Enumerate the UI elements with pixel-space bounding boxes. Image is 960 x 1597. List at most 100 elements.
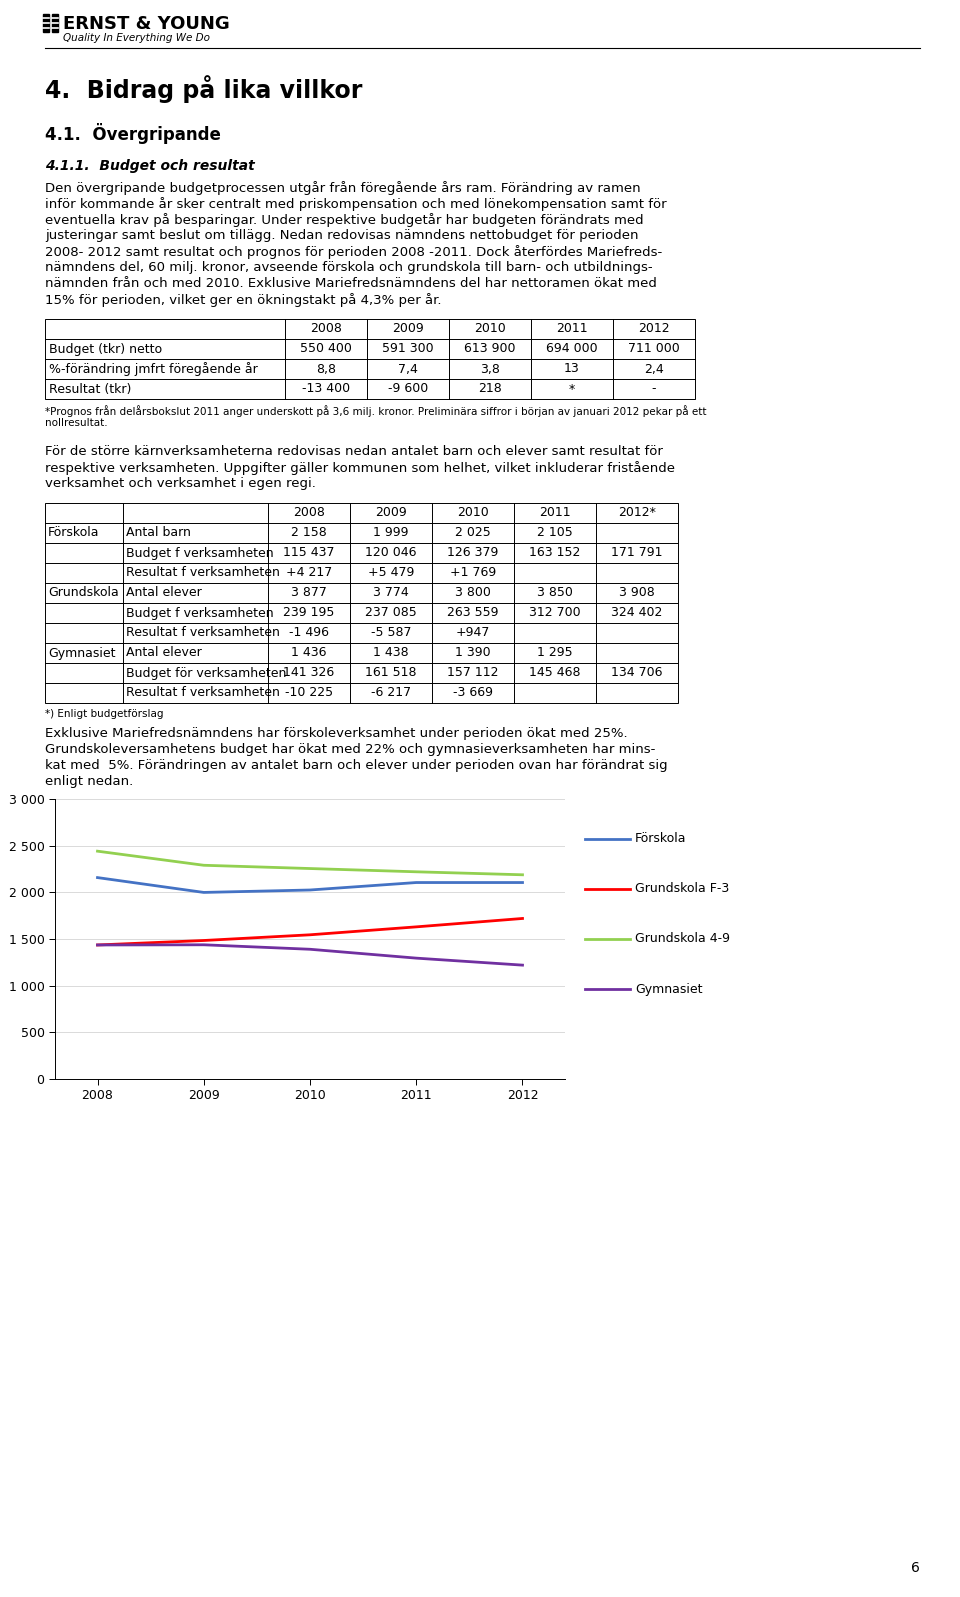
Text: 1 438: 1 438 xyxy=(373,647,409,660)
Text: Resultat f verksamheten: Resultat f verksamheten xyxy=(126,626,280,639)
Text: 2012*: 2012* xyxy=(618,506,656,519)
Text: Antal barn: Antal barn xyxy=(126,527,191,540)
Text: Den övergripande budgetprocessen utgår från föregående års ram. Förändring av ra: Den övergripande budgetprocessen utgår f… xyxy=(45,180,640,195)
Text: respektive verksamheten. Uppgifter gäller kommunen som helhet, vilket inkluderar: respektive verksamheten. Uppgifter gälle… xyxy=(45,462,675,474)
Text: 161 518: 161 518 xyxy=(365,666,417,679)
Text: +947: +947 xyxy=(456,626,491,639)
Text: 239 195: 239 195 xyxy=(283,607,335,620)
Bar xyxy=(45,503,678,703)
Text: 2008: 2008 xyxy=(293,506,324,519)
Text: 6: 6 xyxy=(911,1560,920,1575)
Bar xyxy=(43,14,49,32)
Text: 2 025: 2 025 xyxy=(455,527,491,540)
Text: 126 379: 126 379 xyxy=(447,546,498,559)
Text: inför kommande år sker centralt med priskompensation och med lönekompensation sa: inför kommande år sker centralt med pris… xyxy=(45,196,666,211)
Text: 3,8: 3,8 xyxy=(480,363,500,375)
Text: 2009: 2009 xyxy=(375,506,407,519)
Text: 171 791: 171 791 xyxy=(612,546,662,559)
Text: justeringar samt beslut om tillägg. Nedan redovisas nämndens nettobudget för per: justeringar samt beslut om tillägg. Neda… xyxy=(45,228,638,243)
Text: 163 152: 163 152 xyxy=(529,546,581,559)
Text: 7,4: 7,4 xyxy=(398,363,418,375)
Text: 2011: 2011 xyxy=(556,323,588,335)
Text: 145 468: 145 468 xyxy=(529,666,581,679)
Text: Resultat f verksamheten: Resultat f verksamheten xyxy=(126,567,280,580)
Text: 1 295: 1 295 xyxy=(538,647,573,660)
Text: Grundskola 4-9: Grundskola 4-9 xyxy=(635,933,730,945)
Bar xyxy=(45,319,695,399)
Text: Gymnasiet: Gymnasiet xyxy=(635,982,703,995)
Text: Quality In Everything We Do: Quality In Everything We Do xyxy=(63,34,210,43)
Text: 2012: 2012 xyxy=(638,323,670,335)
Text: 4.1.1.  Budget och resultat: 4.1.1. Budget och resultat xyxy=(45,160,254,172)
Text: *) Enligt budgetförslag: *) Enligt budgetförslag xyxy=(45,709,163,719)
Text: +4 217: +4 217 xyxy=(286,567,332,580)
Text: 3 850: 3 850 xyxy=(537,586,573,599)
Text: 2008- 2012 samt resultat och prognos för perioden 2008 -2011. Dock återfördes Ma: 2008- 2012 samt resultat och prognos för… xyxy=(45,244,662,259)
Text: 120 046: 120 046 xyxy=(365,546,417,559)
Text: 15% för perioden, vilket ger en ökningstakt på 4,3% per år.: 15% för perioden, vilket ger en ökningst… xyxy=(45,292,442,307)
Text: eventuella krav på besparingar. Under respektive budgetår har budgeten förändrat: eventuella krav på besparingar. Under re… xyxy=(45,212,643,227)
Text: nämnden från och med 2010. Exklusive Mariefredsnämndens del har nettoramen ökat : nämnden från och med 2010. Exklusive Mar… xyxy=(45,276,657,291)
Text: 8,8: 8,8 xyxy=(316,363,336,375)
Text: 312 700: 312 700 xyxy=(529,607,581,620)
Text: -5 587: -5 587 xyxy=(371,626,411,639)
Text: 2008: 2008 xyxy=(310,323,342,335)
Text: 157 112: 157 112 xyxy=(447,666,499,679)
Text: -3 669: -3 669 xyxy=(453,687,493,699)
Text: Grundskola F-3: Grundskola F-3 xyxy=(635,883,730,896)
Text: Budget (tkr) netto: Budget (tkr) netto xyxy=(49,342,162,356)
Text: 2009: 2009 xyxy=(392,323,424,335)
Text: +5 479: +5 479 xyxy=(368,567,414,580)
Text: 1 999: 1 999 xyxy=(373,527,409,540)
Text: *: * xyxy=(569,383,575,396)
Text: 711 000: 711 000 xyxy=(628,342,680,356)
Text: -6 217: -6 217 xyxy=(371,687,411,699)
Text: kat med  5%. Förändringen av antalet barn och elever under perioden ovan har för: kat med 5%. Förändringen av antalet barn… xyxy=(45,759,667,771)
Text: Förskola: Förskola xyxy=(48,527,100,540)
Text: Antal elever: Antal elever xyxy=(126,647,202,660)
Text: Förskola: Förskola xyxy=(635,832,686,845)
Text: -: - xyxy=(652,383,657,396)
Text: 134 706: 134 706 xyxy=(612,666,662,679)
Text: 218: 218 xyxy=(478,383,502,396)
Text: Budget för verksamheten: Budget för verksamheten xyxy=(126,666,286,679)
Text: Grundskola: Grundskola xyxy=(48,586,119,599)
Text: 2 158: 2 158 xyxy=(291,527,326,540)
Text: Resultat f verksamheten: Resultat f verksamheten xyxy=(126,687,280,699)
Text: 591 300: 591 300 xyxy=(382,342,434,356)
Text: nämndens del, 60 milj. kronor, avseende förskola och grundskola till barn- och u: nämndens del, 60 milj. kronor, avseende … xyxy=(45,260,653,275)
Text: För de större kärnverksamheterna redovisas nedan antalet barn och elever samt re: För de större kärnverksamheterna redovis… xyxy=(45,446,662,458)
Text: 613 900: 613 900 xyxy=(465,342,516,356)
Text: 1 390: 1 390 xyxy=(455,647,491,660)
Text: Resultat (tkr): Resultat (tkr) xyxy=(49,383,132,396)
Text: nollresultat.: nollresultat. xyxy=(45,418,108,428)
Text: 3 877: 3 877 xyxy=(291,586,327,599)
Text: 115 437: 115 437 xyxy=(283,546,335,559)
Text: 2,4: 2,4 xyxy=(644,363,664,375)
Text: Budget f verksamheten: Budget f verksamheten xyxy=(126,607,274,620)
Text: verksamhet och verksamhet i egen regi.: verksamhet och verksamhet i egen regi. xyxy=(45,478,316,490)
Text: Grundskoleversamhetens budget har ökat med 22% och gymnasieverksamheten har mins: Grundskoleversamhetens budget har ökat m… xyxy=(45,743,656,755)
Text: 1 436: 1 436 xyxy=(291,647,326,660)
Text: 3 800: 3 800 xyxy=(455,586,491,599)
Text: *Prognos från delårsbokslut 2011 anger underskott på 3,6 milj. kronor. Preliminä: *Prognos från delårsbokslut 2011 anger u… xyxy=(45,406,707,417)
Text: +1 769: +1 769 xyxy=(450,567,496,580)
Text: 4.1.  Övergripande: 4.1. Övergripande xyxy=(45,123,221,144)
Text: Exklusive Mariefredsnämndens har förskoleverksamhet under perioden ökat med 25%.: Exklusive Mariefredsnämndens har förskol… xyxy=(45,727,628,739)
Text: 2011: 2011 xyxy=(540,506,571,519)
Text: 3 908: 3 908 xyxy=(619,586,655,599)
Text: ERNST & YOUNG: ERNST & YOUNG xyxy=(63,14,229,34)
Text: 2 105: 2 105 xyxy=(538,527,573,540)
Text: Antal elever: Antal elever xyxy=(126,586,202,599)
Text: Budget f verksamheten: Budget f verksamheten xyxy=(126,546,274,559)
Text: 237 085: 237 085 xyxy=(365,607,417,620)
Text: 263 559: 263 559 xyxy=(447,607,499,620)
Text: -9 600: -9 600 xyxy=(388,383,428,396)
Text: 2010: 2010 xyxy=(457,506,489,519)
Text: -13 400: -13 400 xyxy=(302,383,350,396)
Text: 2010: 2010 xyxy=(474,323,506,335)
Text: 141 326: 141 326 xyxy=(283,666,335,679)
Text: -1 496: -1 496 xyxy=(289,626,329,639)
Bar xyxy=(52,14,58,32)
Text: 3 774: 3 774 xyxy=(373,586,409,599)
